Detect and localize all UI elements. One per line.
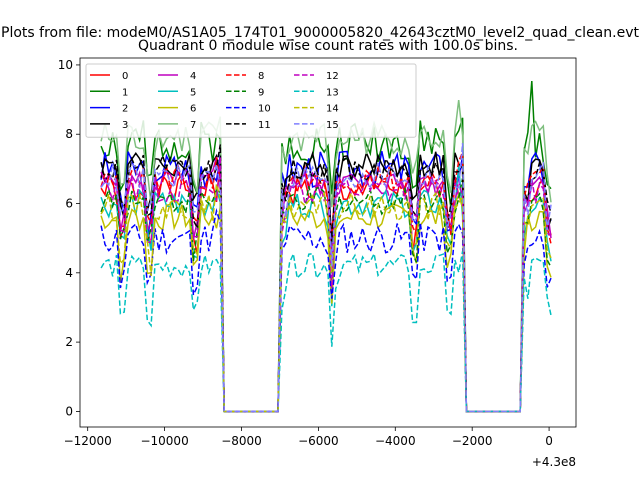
y-axis: 0 2 4 6 8 10 xyxy=(58,58,80,418)
y-tick-label: 0 xyxy=(65,404,73,418)
legend-label-0: 0 xyxy=(122,71,128,82)
legend-label-13: 13 xyxy=(326,87,339,98)
legend-label-1: 1 xyxy=(122,87,128,98)
legend-label-11: 11 xyxy=(258,120,271,131)
legend-label-7: 7 xyxy=(190,120,196,131)
x-tick-label: −12000 xyxy=(64,434,112,448)
x-offset-label: +4.3e8 xyxy=(532,455,576,469)
legend-label-4: 4 xyxy=(190,71,196,82)
legend-label-8: 8 xyxy=(258,71,264,82)
legend-label-15: 15 xyxy=(326,120,339,131)
x-axis: −12000 −10000 −8000 −6000 −4000 −2000 0 xyxy=(64,427,553,448)
chart-title: Quadrant 0 module wise count rates with … xyxy=(138,38,518,54)
x-tick-label: −4000 xyxy=(375,434,416,448)
figure-suptitle: Plots from file: modeM0/AS1A05_174T01_90… xyxy=(1,25,639,41)
x-tick-label: −6000 xyxy=(298,434,339,448)
y-tick-label: 10 xyxy=(58,58,73,72)
x-tick-label: −2000 xyxy=(452,434,493,448)
x-tick-label: −10000 xyxy=(140,434,188,448)
y-tick-label: 4 xyxy=(65,266,73,280)
legend-label-5: 5 xyxy=(190,87,196,98)
legend-label-14: 14 xyxy=(326,104,339,115)
x-tick-label: −8000 xyxy=(221,434,262,448)
plot-frame xyxy=(79,57,577,428)
series-line-14 xyxy=(100,183,552,413)
y-tick-label: 2 xyxy=(65,335,73,349)
legend-label-9: 9 xyxy=(258,87,264,98)
series-layer xyxy=(100,80,552,413)
series-line-13 xyxy=(100,251,552,413)
x-tick-label: 0 xyxy=(545,434,553,448)
series-line-15 xyxy=(100,143,552,413)
legend-label-12: 12 xyxy=(326,71,339,82)
legend-label-6: 6 xyxy=(190,104,196,115)
y-tick-label: 8 xyxy=(65,127,73,141)
legend-frame xyxy=(85,63,417,138)
y-tick-label: 6 xyxy=(65,197,73,211)
legend-label-10: 10 xyxy=(258,104,271,115)
legend-label-2: 2 xyxy=(122,104,128,115)
series-line-9 xyxy=(100,178,552,413)
legend-label-3: 3 xyxy=(122,120,128,131)
